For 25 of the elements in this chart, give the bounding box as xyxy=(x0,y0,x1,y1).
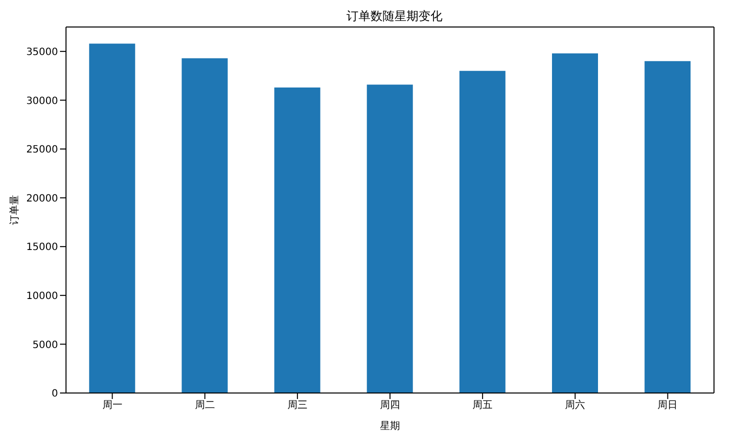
y-tick-label: 0 xyxy=(52,388,58,400)
x-tick-label: 周三 xyxy=(287,400,308,412)
bar xyxy=(366,84,413,393)
bar xyxy=(274,88,320,393)
y-axis-title: 订单量 xyxy=(8,195,21,225)
x-tick-label: 周五 xyxy=(472,400,493,412)
y-tick-label: 25000 xyxy=(26,144,58,156)
x-tick-label: 周二 xyxy=(194,400,215,412)
y-tick-label: 20000 xyxy=(26,193,58,204)
y-tick-label: 5000 xyxy=(32,340,58,351)
bar xyxy=(182,58,228,393)
y-tick-label: 30000 xyxy=(26,96,58,107)
x-tick-label: 周六 xyxy=(565,399,586,412)
bar xyxy=(552,53,598,393)
x-axis-title: 星期 xyxy=(380,420,400,432)
y-tick-label: 35000 xyxy=(26,46,58,58)
y-tick-label: 15000 xyxy=(26,242,58,254)
bar xyxy=(89,44,136,393)
x-tick-label: 周一 xyxy=(102,400,122,412)
x-tick-label: 周四 xyxy=(380,400,400,412)
x-tick-label: 周日 xyxy=(658,400,678,412)
bar xyxy=(459,70,506,393)
chart-title: 订单数随星期变化 xyxy=(346,8,444,24)
y-tick-label: 10000 xyxy=(26,290,58,302)
bar xyxy=(644,61,691,393)
